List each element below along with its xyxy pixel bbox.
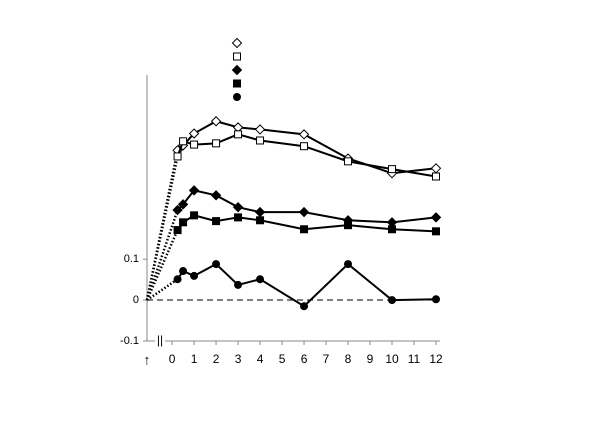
data-point xyxy=(188,185,200,196)
start-marker: ↑ xyxy=(144,352,151,368)
x-tick-label: 12 xyxy=(429,352,443,366)
data-point xyxy=(300,302,309,311)
y-tick-label: 0.1 xyxy=(124,253,139,265)
data-point xyxy=(212,217,221,226)
legend-marker xyxy=(231,64,243,76)
data-point xyxy=(432,295,440,304)
x-tick-label: 7 xyxy=(323,352,330,366)
x-tick-label: 5 xyxy=(279,352,286,366)
legend-marker xyxy=(233,52,241,61)
data-point xyxy=(232,201,244,213)
data-point xyxy=(344,157,353,166)
x-tick-label: 11 xyxy=(408,352,421,366)
data-point xyxy=(300,142,309,151)
data-point xyxy=(254,206,266,218)
axis-break-gap xyxy=(155,334,165,348)
data-point xyxy=(188,128,200,139)
data-point xyxy=(190,271,199,280)
data-point xyxy=(234,130,243,139)
legend-marker xyxy=(233,93,241,101)
x-tick-label: 9 xyxy=(367,352,374,366)
legend-marker xyxy=(233,79,241,88)
x-tick-label: 8 xyxy=(345,352,352,366)
data-point xyxy=(300,225,309,234)
series-line xyxy=(176,262,437,308)
data-point xyxy=(432,172,440,181)
data-point xyxy=(256,275,265,284)
data-point xyxy=(172,204,183,216)
y-tick-label: 0 xyxy=(133,294,139,306)
x-tick-label: 10 xyxy=(385,352,399,366)
x-tick-label: 1 xyxy=(191,352,198,366)
y-tick-label: -0.1 xyxy=(120,335,139,347)
series-line xyxy=(176,214,437,233)
data-point xyxy=(210,116,222,127)
series-line xyxy=(176,189,437,224)
data-point xyxy=(173,226,182,235)
data-point xyxy=(234,280,243,289)
data-point xyxy=(388,165,397,174)
x-tick-label: 2 xyxy=(213,352,220,366)
data-point xyxy=(179,218,188,227)
data-point xyxy=(298,129,310,140)
data-point xyxy=(190,140,199,149)
x-tick-label: 3 xyxy=(235,352,242,366)
data-point xyxy=(388,225,397,234)
data-point xyxy=(344,221,353,230)
data-point xyxy=(190,211,199,220)
data-point xyxy=(430,212,442,223)
data-point xyxy=(234,213,243,222)
data-point xyxy=(256,136,265,145)
data-point xyxy=(430,163,442,174)
data-point xyxy=(212,139,221,148)
data-point xyxy=(432,227,440,236)
data-point xyxy=(298,206,310,218)
lead-in-line xyxy=(145,229,179,301)
lead-in-line xyxy=(146,278,179,302)
legend-marker xyxy=(231,37,243,49)
data-point xyxy=(210,190,222,201)
data-point xyxy=(173,152,182,161)
axis-break: || xyxy=(157,333,163,347)
x-tick-label: 0 xyxy=(169,352,176,366)
data-point xyxy=(173,275,182,284)
x-tick-label: 4 xyxy=(257,352,264,366)
data-point xyxy=(254,124,266,135)
data-point xyxy=(179,267,188,276)
data-point xyxy=(179,137,188,146)
data-point xyxy=(388,296,397,305)
x-tick-label: 6 xyxy=(301,352,308,366)
data-point xyxy=(177,199,189,210)
data-point xyxy=(256,216,265,225)
series-line xyxy=(176,133,437,178)
data-point xyxy=(344,260,353,269)
lead-in-line xyxy=(145,156,179,301)
data-point xyxy=(212,260,221,269)
